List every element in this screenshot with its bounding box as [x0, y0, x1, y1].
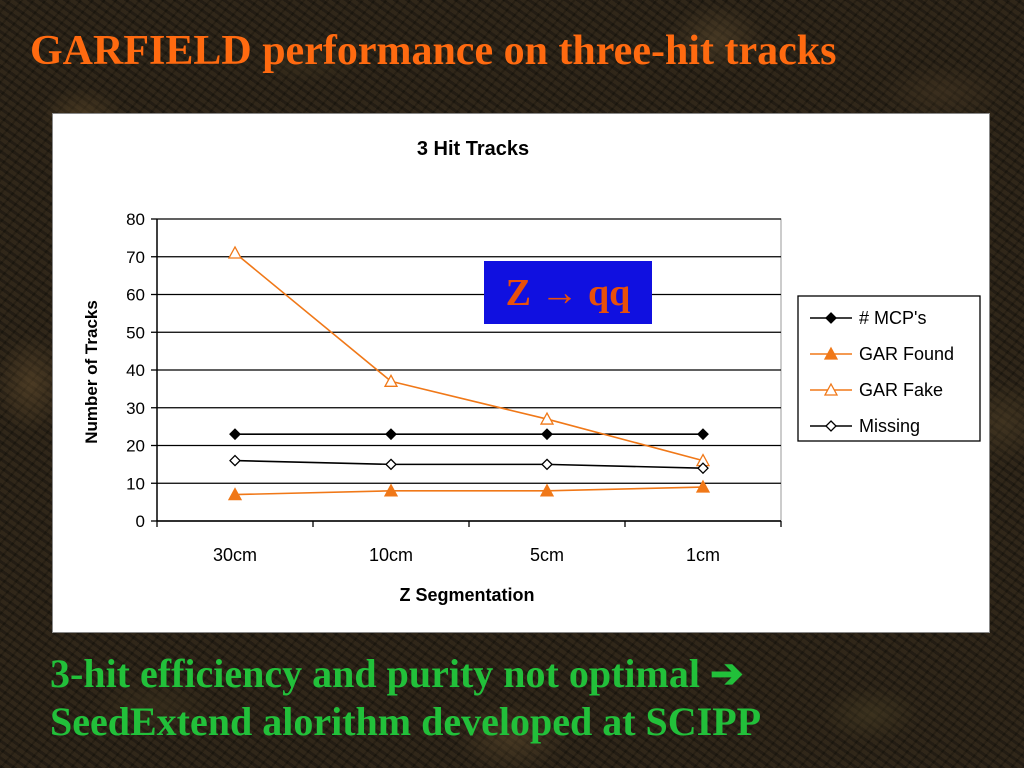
data-point-marker	[229, 428, 241, 441]
chart-panel: 3 Hit Tracks Number of Tracks Z Segmenta…	[52, 113, 990, 633]
data-point-marker	[539, 411, 555, 425]
data-point-marker	[541, 428, 553, 441]
y-tick-label: 60	[126, 286, 145, 305]
slide-title: GARFIELD performance on three-hit tracks	[30, 28, 837, 74]
series-line	[234, 486, 704, 496]
data-point-marker	[229, 454, 241, 467]
data-point-marker	[823, 382, 839, 396]
data-point-marker	[695, 479, 711, 493]
chart-title: 3 Hit Tracks	[417, 138, 529, 160]
data-point-marker	[385, 428, 397, 441]
y-tick-label: 80	[126, 210, 145, 229]
x-tick-label: 5cm	[530, 545, 564, 565]
conclusion-text: 3-hit efficiency and purity not optimal …	[50, 650, 1010, 746]
y-tick-label: 20	[126, 437, 145, 456]
process-callout: Z → qq	[484, 261, 652, 324]
data-point-marker	[825, 312, 837, 324]
data-point-marker	[697, 462, 709, 475]
data-point-marker	[697, 428, 709, 441]
callout-arrow: →	[540, 271, 579, 314]
x-tick-label: 1cm	[686, 545, 720, 565]
data-point-marker	[383, 483, 399, 497]
data-point-marker	[541, 458, 553, 471]
right-arrow-icon: ➔	[709, 651, 744, 696]
legend-label: GAR Found	[859, 344, 954, 364]
data-point-marker	[823, 346, 839, 360]
data-point-marker	[227, 245, 243, 259]
data-point-marker	[539, 483, 555, 497]
y-tick-label: 70	[126, 248, 145, 267]
x-axis-label: Z Segmentation	[399, 585, 534, 605]
x-tick-label: 10cm	[369, 545, 413, 565]
data-point-marker	[825, 420, 837, 432]
line-chart: 3 Hit Tracks Number of Tracks Z Segmenta…	[82, 138, 981, 605]
y-tick-label: 30	[126, 399, 145, 418]
legend-label: Missing	[859, 416, 920, 436]
data-point-marker	[227, 487, 243, 501]
x-tick-label: 30cm	[213, 545, 257, 565]
series-line	[234, 252, 704, 462]
legend-label: GAR Fake	[859, 380, 943, 400]
legend-label: # MCP's	[859, 308, 926, 328]
y-tick-label: 10	[126, 474, 145, 493]
callout-symbol: Z	[505, 271, 532, 314]
y-axis-label: Number of Tracks	[82, 300, 101, 444]
data-point-marker	[385, 458, 397, 471]
data-point-marker	[383, 373, 399, 387]
y-tick-label: 0	[136, 512, 145, 531]
conclusion-line-2: SeedExtend alorithm developed at SCIPP	[50, 699, 762, 744]
y-tick-label: 40	[126, 361, 145, 380]
series-line	[234, 459, 704, 469]
y-tick-label: 50	[126, 323, 145, 342]
callout-result: qq	[588, 271, 631, 314]
conclusion-line-1-text: 3-hit efficiency and purity not optimal	[50, 651, 700, 696]
conclusion-line-1: 3-hit efficiency and purity not optimal …	[50, 650, 1010, 698]
